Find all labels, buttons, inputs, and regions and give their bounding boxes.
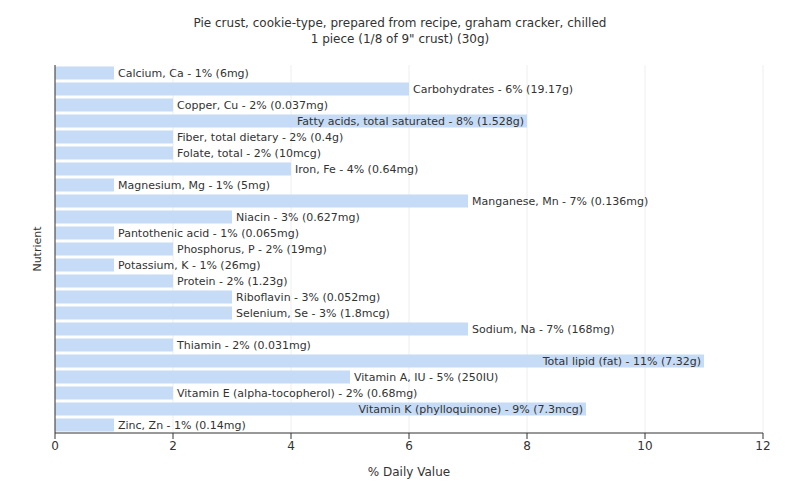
svg-text:Potassium, K - 1% (26mg): Potassium, K - 1% (26mg) [118,259,261,272]
svg-text:Selenium, Se - 3% (1.8mcg): Selenium, Se - 3% (1.8mcg) [236,307,390,320]
svg-text:Calcium, Ca - 1% (6mg): Calcium, Ca - 1% (6mg) [118,67,249,80]
svg-text:Copper, Cu - 2% (0.037mg): Copper, Cu - 2% (0.037mg) [177,99,328,112]
svg-text:10: 10 [637,439,652,453]
svg-text:Vitamin A, IU - 5% (250IU): Vitamin A, IU - 5% (250IU) [354,371,498,384]
svg-text:Folate, total - 2% (10mcg): Folate, total - 2% (10mcg) [177,147,321,160]
svg-text:Fatty acids, total saturated -: Fatty acids, total saturated - 8% (1.528… [297,115,524,128]
svg-text:Niacin - 3% (0.627mg): Niacin - 3% (0.627mg) [236,211,360,224]
svg-text:% Daily Value: % Daily Value [368,465,450,479]
svg-text:Pantothenic acid - 1% (0.065mg: Pantothenic acid - 1% (0.065mg) [118,227,299,240]
svg-text:Protein - 2% (1.23g): Protein - 2% (1.23g) [177,275,288,288]
svg-text:Carbohydrates - 6% (19.17g): Carbohydrates - 6% (19.17g) [413,83,573,96]
svg-text:Thiamin - 2% (0.031mg): Thiamin - 2% (0.031mg) [176,339,311,352]
svg-text:8: 8 [523,439,531,453]
html-text:Pie crust, cookie-type, prepar: Pie crust, cookie-type, prepared from re… [193,16,607,30]
svg-text:Vitamin E (alpha-tocopherol) -: Vitamin E (alpha-tocopherol) - 2% (0.68m… [177,387,417,400]
svg-text:Riboflavin - 3% (0.052mg): Riboflavin - 3% (0.052mg) [236,291,380,304]
svg-text:Fiber, total dietary - 2% (0.4: Fiber, total dietary - 2% (0.4g) [177,131,343,144]
svg-text:Magnesium, Mg - 1% (5mg): Magnesium, Mg - 1% (5mg) [118,179,270,192]
svg-text:4: 4 [287,439,295,453]
svg-text:0: 0 [51,439,59,453]
svg-text:Sodium, Na - 7% (168mg): Sodium, Na - 7% (168mg) [472,323,615,336]
svg-text:Total lipid (fat) - 11% (7.32g: Total lipid (fat) - 11% (7.32g) [542,355,701,368]
svg-text:Vitamin K (phylloquinone) - 9%: Vitamin K (phylloquinone) - 9% (7.3mcg) [359,403,583,416]
svg-text:12: 12 [755,439,770,453]
svg-text:6: 6 [405,439,413,453]
svg-text:Iron, Fe - 4% (0.64mg): Iron, Fe - 4% (0.64mg) [295,163,418,176]
svg-text:Manganese, Mn - 7% (0.136mg): Manganese, Mn - 7% (0.136mg) [472,195,648,208]
html-text:1 piece (1/8 of 9" crust) (30g: 1 piece (1/8 of 9" crust) (30g) [310,32,490,46]
svg-text:Zinc, Zn - 1% (0.14mg): Zinc, Zn - 1% (0.14mg) [118,419,246,432]
svg-text:Nutrient: Nutrient [31,226,44,272]
svg-text:Phosphorus, P - 2% (19mg): Phosphorus, P - 2% (19mg) [177,243,327,256]
svg-text:2: 2 [169,439,177,453]
